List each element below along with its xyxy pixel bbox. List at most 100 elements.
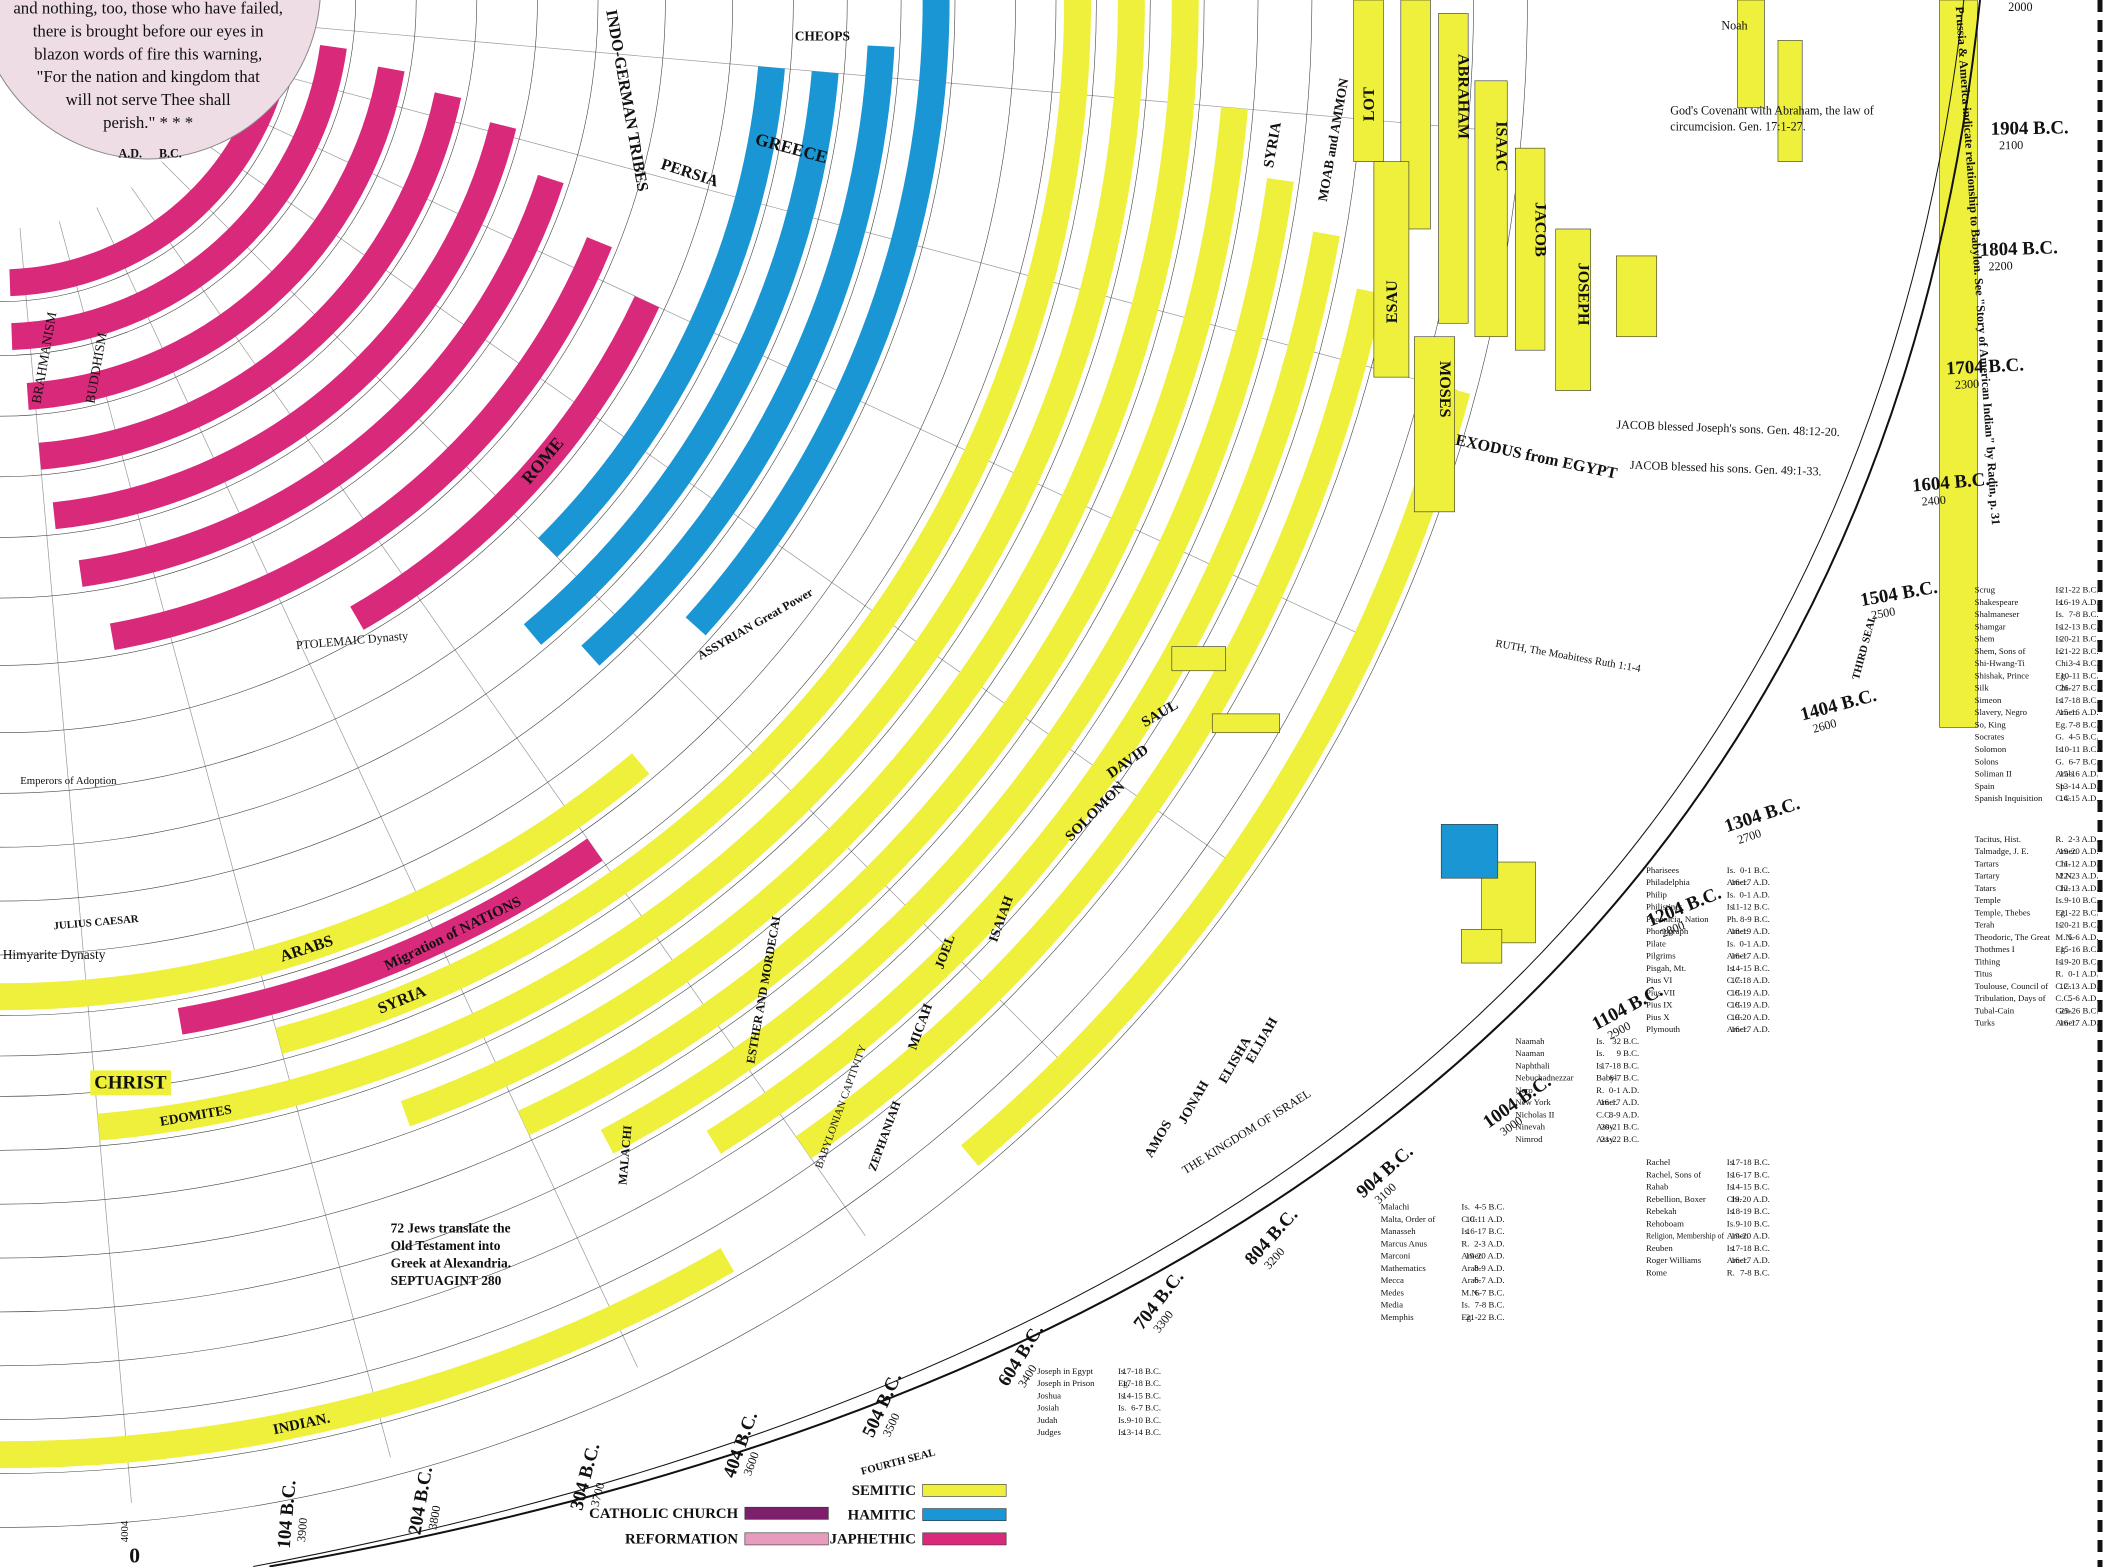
index-name: Josiah	[1037, 1403, 1060, 1413]
index-date: 0-1 A.D.	[1739, 938, 1769, 948]
era-bar	[1172, 647, 1226, 671]
index-date: 5-6 A.D.	[2068, 932, 2098, 942]
legend-swatch	[745, 1507, 829, 1519]
index-ref: Ph.	[1727, 914, 1738, 924]
index-date: 6-7 B.C.	[2069, 756, 2099, 766]
era-bar	[1616, 256, 1656, 337]
index-date: 12-13 A.D.	[2059, 883, 2098, 893]
index-name: Rachel, Sons of	[1646, 1169, 1701, 1179]
era-box	[1441, 824, 1498, 878]
index-name: Titus	[1975, 969, 1993, 979]
label: LOT	[1361, 87, 1378, 121]
index-date: 11-12 A.D.	[2060, 858, 2099, 868]
index-name: Pius X	[1646, 1012, 1670, 1022]
index-name: Rahab	[1646, 1182, 1669, 1192]
label: Old Testament into	[391, 1238, 501, 1253]
label: ISAAC	[1492, 121, 1509, 171]
index-name: Shamgar	[1975, 621, 2006, 631]
index-date: 16-19 A.D.	[2059, 597, 2098, 607]
index-ref: R.	[2055, 834, 2063, 844]
era-bar	[1475, 81, 1507, 337]
index-date: 0-1 A.D.	[1739, 889, 1769, 899]
index-date: 12-13 A.D.	[2059, 981, 2098, 991]
index-name: Nebuchadnezzar	[1515, 1073, 1573, 1083]
index-date: 13-14 B.C.	[1122, 1427, 1161, 1437]
index-name: Theodoric, The Great	[1975, 932, 2051, 942]
index-name: So, King	[1975, 719, 2007, 729]
date-year: 3900	[294, 1517, 310, 1542]
index-ref: R.	[1596, 1085, 1604, 1095]
index-name: Pius VII	[1646, 987, 1675, 997]
index-ref: G.	[2055, 756, 2064, 766]
index-date: 17-18 B.C.	[2060, 695, 2099, 705]
index-name: Solomon	[1975, 744, 2007, 754]
index-name: Marcus Anus	[1381, 1238, 1428, 1248]
index-name: Pilgrims	[1646, 951, 1676, 961]
index-name: Phonograph	[1646, 926, 1689, 936]
label: ESAU	[1384, 280, 1401, 323]
quote-line: there is brought before our eyes in	[33, 21, 264, 40]
era-bar	[1212, 714, 1279, 733]
index-name: Manasseh	[1381, 1226, 1417, 1236]
index-name: Plymouth	[1646, 1024, 1681, 1034]
index-ref: Is.	[1727, 938, 1736, 948]
index-date: 4-5 B.C.	[1475, 1202, 1505, 1212]
index-name: Rome	[1646, 1267, 1667, 1277]
date-label: 1904 B.C.	[1990, 117, 2068, 139]
index-ref: Is.	[1596, 1036, 1605, 1046]
index-name: Nimrod	[1515, 1134, 1543, 1144]
index-date: 8-9 A.D.	[1474, 1263, 1504, 1273]
index-date: 20-21 B.C.	[2060, 920, 2099, 930]
index-name: Mathematics	[1381, 1263, 1427, 1273]
index-date: 10-11 A.D.	[1466, 1214, 1505, 1224]
index-date: 0-1 A.D.	[2068, 969, 2098, 979]
index-date: 2-3 A.D.	[2068, 834, 2098, 844]
index-date: 21-22 B.C.	[1466, 1312, 1505, 1322]
index-date: 3-4 B.C.	[2069, 658, 2099, 668]
legend-label: HAMITIC	[848, 1507, 916, 1523]
index-date: 15-16 A.D.	[2059, 769, 2098, 779]
axis-mark: 2000	[2008, 0, 2032, 14]
index-date: 18-19 B.C.	[1731, 1206, 1770, 1216]
index-date: 21-22 B.C.	[2060, 907, 2099, 917]
index-date: 0-1 B.C.	[1740, 865, 1770, 875]
index-date: 19-20 A.D.	[1731, 1231, 1770, 1241]
index-ref: Is.	[1118, 1403, 1127, 1413]
index-name: Media	[1381, 1300, 1403, 1310]
index-date: 16-17 A.D.	[1731, 951, 1770, 961]
quote-line: blazon words of fire this warning,	[34, 44, 262, 63]
quote-line: will not serve Thee shall	[66, 90, 231, 109]
index-date: 16-17 A.D.	[1731, 1024, 1770, 1034]
index-date: 2-3 A.D.	[1474, 1238, 1504, 1248]
index-name: Joseph in Egypt	[1037, 1366, 1093, 1376]
page: and nothing, too, those who have failed,…	[0, 0, 2112, 1567]
index-name: Tithing	[1975, 956, 2001, 966]
index-date: 10-11 B.C.	[2060, 744, 2098, 754]
index-name: Shalmaneser	[1975, 609, 2020, 619]
label: ABRAHAM	[1455, 54, 1472, 139]
legend-label: CATHOLIC CHURCH	[589, 1506, 738, 1522]
index-date: 17-18 B.C.	[1122, 1378, 1161, 1388]
index-name: Terah	[1975, 920, 1995, 930]
index-name: Simeon	[1975, 695, 2002, 705]
index-name: Shem	[1975, 634, 1995, 644]
legend-label: REFORMATION	[625, 1532, 738, 1548]
index-name: Tribulation, Days of	[1975, 993, 2046, 1003]
index-date: 21-22 B.C.	[2060, 646, 2099, 656]
index-name: Judah	[1037, 1415, 1058, 1425]
legend-swatch	[923, 1484, 1007, 1496]
index-name: Reuben	[1646, 1243, 1673, 1253]
index-name: Shishak, Prince	[1975, 670, 2030, 680]
era-bar	[1778, 40, 1802, 161]
index-ref: Is.	[2055, 609, 2064, 619]
index-date: 16-17 A.D.	[2059, 1018, 2098, 1028]
index-name: Scrug	[1975, 585, 1996, 595]
label: B.C.	[159, 147, 182, 161]
index-name: Pius VI	[1646, 975, 1672, 985]
date-year: 2100	[1999, 138, 2023, 152]
index-name: Pilate	[1646, 938, 1666, 948]
index-ref: Is.	[2055, 895, 2064, 905]
index-ref: Is.	[1727, 865, 1736, 875]
index-date: 17-18 B.C.	[1731, 1243, 1770, 1253]
index-name: Rebellion, Boxer	[1646, 1194, 1706, 1204]
